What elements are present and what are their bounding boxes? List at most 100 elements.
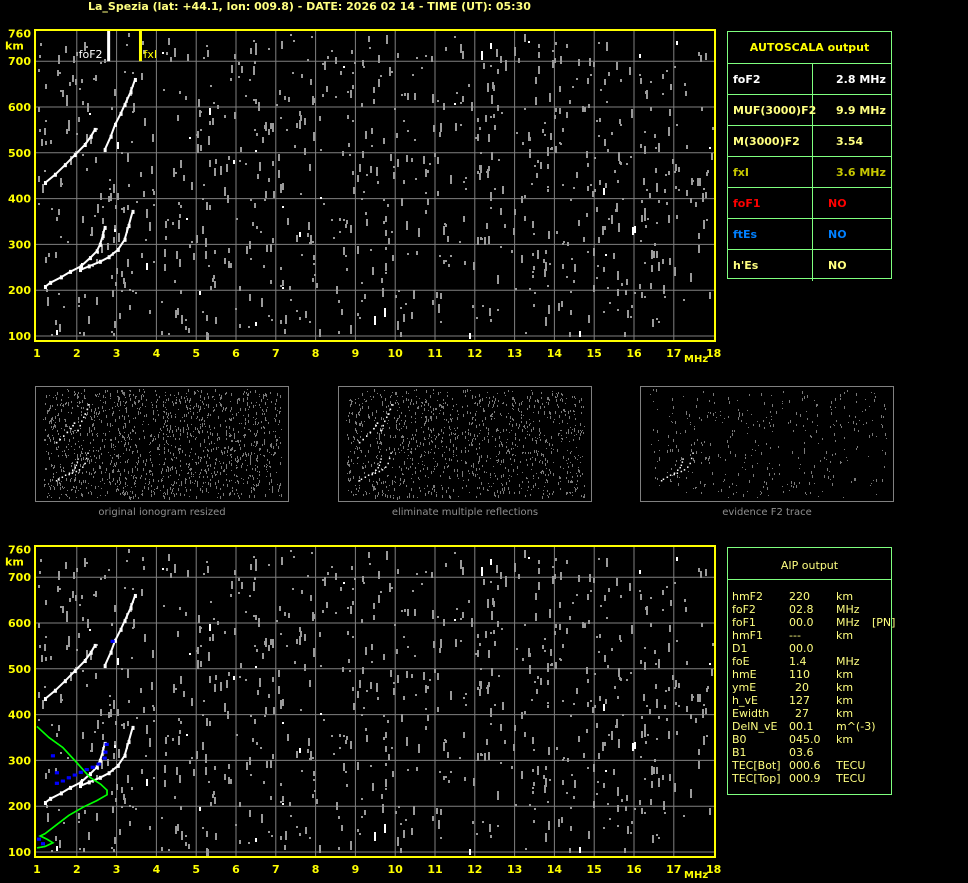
echo-point bbox=[408, 444, 409, 447]
echo-point bbox=[180, 493, 181, 496]
echo-point bbox=[248, 409, 249, 410]
echo-point bbox=[248, 326, 250, 328]
echo-point bbox=[56, 397, 57, 400]
echo-point bbox=[728, 445, 729, 448]
echo-point bbox=[175, 402, 176, 404]
echo-point bbox=[885, 408, 886, 410]
echo-point bbox=[234, 436, 235, 439]
echo-point bbox=[281, 494, 282, 497]
echo-point bbox=[597, 781, 599, 783]
echo-point bbox=[444, 452, 445, 453]
trace-point bbox=[77, 429, 79, 432]
echo-point bbox=[701, 492, 702, 494]
echo-point bbox=[78, 472, 79, 474]
echo-point bbox=[535, 437, 536, 438]
echo-point bbox=[742, 413, 743, 416]
echo-point bbox=[644, 724, 646, 729]
echo-point bbox=[234, 112, 236, 119]
echo-point bbox=[547, 186, 549, 188]
echo-point bbox=[271, 835, 273, 837]
echo-point bbox=[644, 212, 646, 221]
echo-point bbox=[208, 492, 209, 493]
echo-point bbox=[206, 45, 208, 47]
echo-point bbox=[531, 429, 532, 432]
echo-point bbox=[554, 574, 556, 579]
echo-point bbox=[556, 397, 557, 398]
y-tick-label: 600 bbox=[8, 101, 31, 114]
echo-point bbox=[163, 464, 164, 465]
echo-point bbox=[397, 675, 399, 683]
echo-point bbox=[256, 435, 257, 436]
echo-point bbox=[151, 166, 153, 174]
echo-point bbox=[66, 645, 68, 650]
echo-point bbox=[264, 715, 266, 717]
echo-point bbox=[534, 681, 536, 683]
echo-point bbox=[210, 601, 212, 603]
echo-point bbox=[173, 488, 174, 489]
echo-point bbox=[60, 483, 61, 486]
echo-point bbox=[529, 434, 530, 436]
echo-point bbox=[722, 422, 723, 423]
echo-point bbox=[208, 652, 210, 661]
echo-point bbox=[168, 333, 170, 335]
echo-point bbox=[72, 470, 73, 473]
echo-point bbox=[666, 70, 668, 72]
echo-point bbox=[389, 427, 390, 429]
echo-point bbox=[235, 441, 236, 442]
echo-point bbox=[219, 394, 220, 396]
echo-point bbox=[352, 636, 354, 638]
echo-point bbox=[421, 405, 422, 407]
trace-point bbox=[380, 429, 382, 432]
echo-point bbox=[86, 454, 87, 456]
echo-point bbox=[78, 396, 79, 398]
echo-point bbox=[698, 245, 700, 253]
trace-point bbox=[103, 225, 107, 230]
echo-point bbox=[245, 163, 247, 165]
echo-point bbox=[388, 420, 389, 421]
echo-point bbox=[670, 479, 671, 482]
echo-point bbox=[81, 493, 82, 496]
echo-point bbox=[86, 134, 88, 141]
echo-point bbox=[364, 294, 366, 299]
echo-point bbox=[272, 491, 273, 493]
echo-point bbox=[168, 554, 170, 561]
echo-point bbox=[205, 447, 206, 448]
echo-point bbox=[381, 442, 382, 445]
trace-point bbox=[367, 474, 370, 476]
echo-point bbox=[411, 451, 412, 454]
echo-point bbox=[65, 562, 67, 569]
echo-point bbox=[129, 390, 130, 391]
echo-point bbox=[110, 398, 111, 399]
echo-point bbox=[400, 478, 401, 481]
echo-point bbox=[770, 425, 771, 427]
echo-point bbox=[598, 558, 600, 560]
echo-point bbox=[277, 410, 278, 411]
echo-point bbox=[53, 467, 54, 469]
echo-point bbox=[516, 423, 517, 426]
echo-point bbox=[261, 421, 262, 423]
echo-point bbox=[282, 183, 284, 190]
echo-point bbox=[66, 455, 67, 458]
echo-point bbox=[560, 481, 561, 482]
echo-point bbox=[270, 466, 271, 468]
echo-point bbox=[52, 429, 53, 430]
aip-trace-point bbox=[66, 776, 71, 780]
echo-point bbox=[355, 485, 356, 486]
echo-point bbox=[817, 414, 818, 417]
param-label: MUF(3000)F2 bbox=[733, 104, 817, 117]
echo-point bbox=[472, 439, 473, 442]
echo-point bbox=[378, 463, 379, 464]
echo-point bbox=[632, 743, 634, 751]
echo-point bbox=[827, 468, 828, 471]
echo-point bbox=[453, 489, 454, 492]
echo-point bbox=[333, 237, 335, 239]
echo-point bbox=[435, 438, 436, 440]
echo-point bbox=[678, 449, 679, 452]
echo-point bbox=[185, 319, 187, 321]
echo-point bbox=[161, 430, 162, 431]
echo-point bbox=[553, 473, 554, 474]
echo-point bbox=[468, 440, 469, 441]
echo-point bbox=[711, 153, 713, 160]
echo-point bbox=[112, 407, 113, 409]
echo-point bbox=[672, 422, 673, 423]
